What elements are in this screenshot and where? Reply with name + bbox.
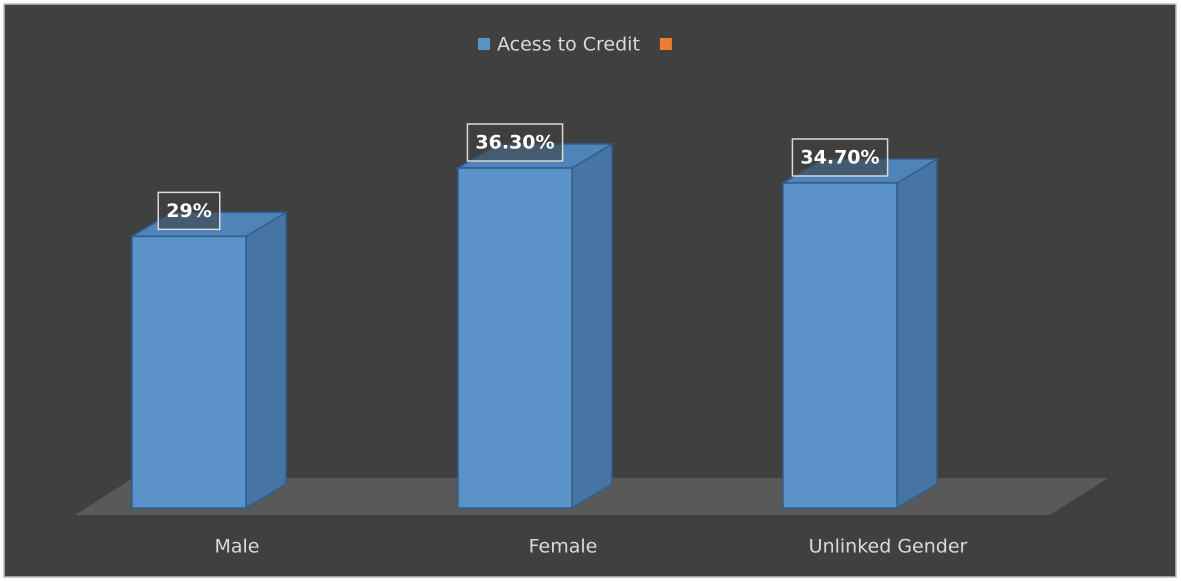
bar-side xyxy=(571,142,613,510)
data-label: 34.70% xyxy=(800,146,879,168)
x-tick-label: Male xyxy=(214,536,259,558)
legend-swatch xyxy=(659,38,672,50)
x-tick-label: Female xyxy=(529,536,598,558)
legend-label: Acess to Credit xyxy=(497,34,640,56)
bar xyxy=(782,182,898,509)
data-label-box xyxy=(157,191,221,231)
bar-side xyxy=(896,157,938,510)
bar-side xyxy=(245,211,287,510)
data-label: 29% xyxy=(166,200,211,222)
data-label: 36.30% xyxy=(475,132,554,154)
legend-swatch xyxy=(478,38,490,50)
data-label-box xyxy=(466,123,564,162)
x-tick-label: Unlinked Gender xyxy=(809,536,968,558)
bar xyxy=(131,235,247,509)
bar xyxy=(457,167,573,509)
data-label-box xyxy=(791,138,889,177)
